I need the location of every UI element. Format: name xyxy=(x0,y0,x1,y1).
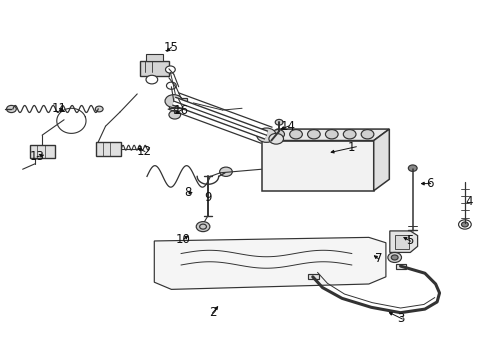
Circle shape xyxy=(458,220,470,229)
Circle shape xyxy=(361,130,373,139)
Bar xyxy=(168,98,187,108)
Text: 4: 4 xyxy=(464,195,471,208)
Circle shape xyxy=(307,130,320,139)
Text: 15: 15 xyxy=(163,41,179,54)
Text: 8: 8 xyxy=(184,186,192,199)
Text: 5: 5 xyxy=(406,234,413,247)
Circle shape xyxy=(275,120,283,125)
Bar xyxy=(261,140,373,191)
Text: 7: 7 xyxy=(374,252,382,265)
Text: 2: 2 xyxy=(209,306,216,319)
Bar xyxy=(307,274,318,279)
Text: 16: 16 xyxy=(173,104,188,117)
Circle shape xyxy=(268,134,283,144)
Circle shape xyxy=(256,128,276,142)
Circle shape xyxy=(196,222,209,231)
Polygon shape xyxy=(389,231,417,252)
Text: 6: 6 xyxy=(425,177,433,190)
Circle shape xyxy=(166,82,176,89)
Polygon shape xyxy=(154,237,385,289)
Bar xyxy=(146,54,162,61)
Bar xyxy=(30,145,55,158)
Circle shape xyxy=(6,105,16,113)
Circle shape xyxy=(95,106,103,112)
Text: 9: 9 xyxy=(204,192,211,204)
Circle shape xyxy=(289,130,302,139)
Circle shape xyxy=(407,165,416,171)
Circle shape xyxy=(390,255,397,260)
Circle shape xyxy=(343,130,355,139)
Text: 11: 11 xyxy=(52,102,66,115)
Bar xyxy=(394,235,408,249)
Text: 10: 10 xyxy=(176,233,191,246)
Text: 13: 13 xyxy=(30,150,44,163)
Circle shape xyxy=(146,75,158,84)
Circle shape xyxy=(387,252,401,262)
Text: 12: 12 xyxy=(137,145,152,158)
Bar xyxy=(140,61,168,76)
Circle shape xyxy=(164,95,182,108)
Text: 3: 3 xyxy=(396,311,404,325)
Circle shape xyxy=(325,130,337,139)
Bar xyxy=(96,142,121,156)
Circle shape xyxy=(165,66,175,73)
Polygon shape xyxy=(373,129,388,191)
Circle shape xyxy=(168,111,180,119)
Circle shape xyxy=(461,222,468,227)
Polygon shape xyxy=(261,129,388,140)
Bar xyxy=(395,264,406,269)
Text: 14: 14 xyxy=(280,120,295,133)
Circle shape xyxy=(271,130,284,139)
Circle shape xyxy=(219,167,232,176)
Text: 1: 1 xyxy=(347,141,355,154)
